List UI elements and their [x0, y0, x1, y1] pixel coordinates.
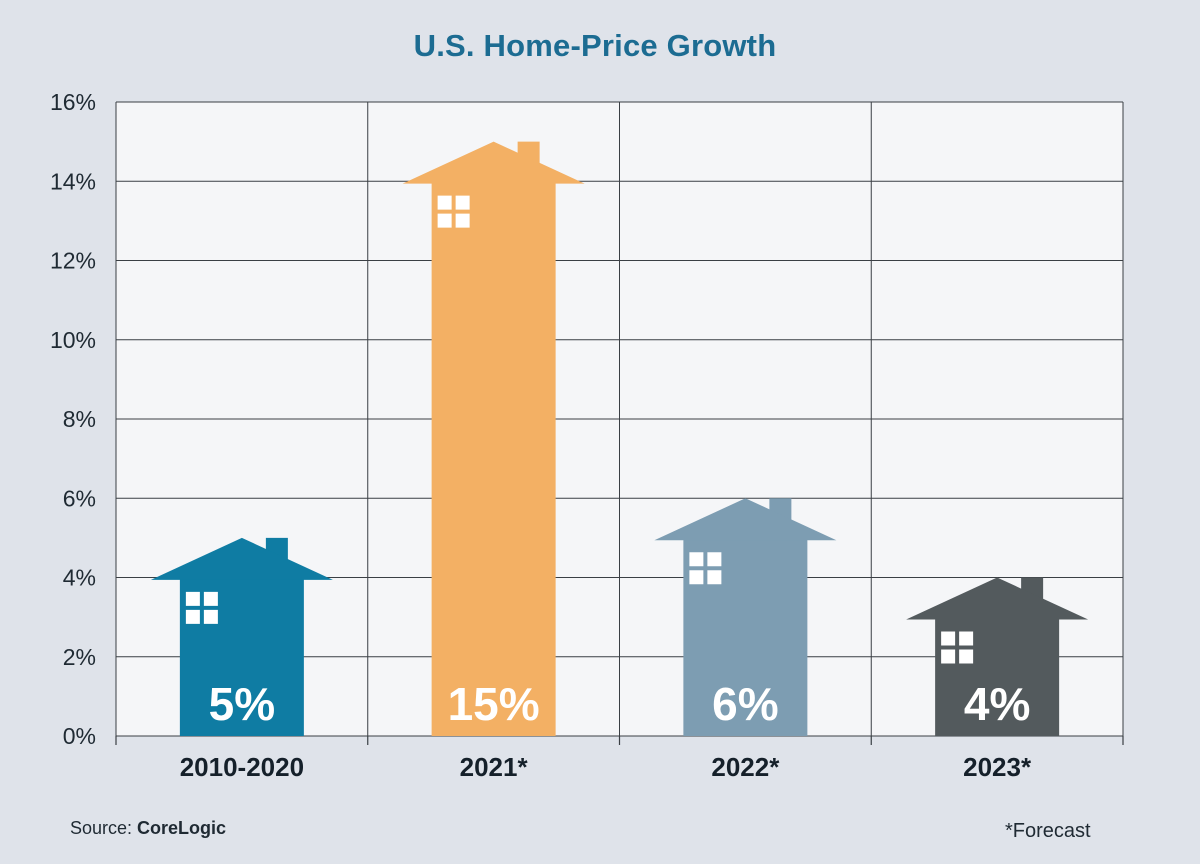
bar-house-2: 15% [402, 141, 585, 736]
y-tick-label: 6% [63, 485, 96, 511]
bars: 5% 15% 6% 4% [150, 141, 1089, 736]
bar-body [935, 618, 1060, 736]
bar-house-4: 4% [906, 577, 1089, 736]
source-name: CoreLogic [137, 818, 227, 838]
y-tick-label: 8% [63, 406, 96, 432]
y-tick-label: 16% [50, 89, 96, 115]
bar-value-label: 6% [712, 678, 778, 730]
source-prefix: Source: [70, 818, 138, 838]
y-tick-label: 4% [63, 565, 96, 591]
y-tick-label: 10% [50, 327, 96, 353]
window-icon [941, 631, 974, 664]
window-icon [689, 552, 722, 585]
window-icon [437, 195, 470, 228]
bar-body [179, 578, 304, 736]
bar-roof [906, 577, 1089, 620]
forecast-footnote: *Forecast [1005, 820, 1091, 842]
window-icon [185, 591, 218, 624]
bar-body [683, 539, 808, 736]
x-category-label: 2022* [711, 752, 780, 782]
source-note: Source: CoreLogic [70, 818, 226, 839]
y-tick-label: 14% [50, 168, 96, 194]
bar-roof [150, 537, 333, 580]
bar-body [431, 182, 556, 736]
bar-value-label: 4% [964, 678, 1030, 730]
y-tick-label: 0% [63, 723, 96, 749]
x-category-label: 2021* [460, 752, 529, 782]
axes: 0% 2% 4% 6% 8% 10% 12% 14% 16% 2010-2020 2021* 2022… [50, 89, 1124, 782]
bar-house-3: 6% [654, 498, 837, 736]
bar-value-label: 5% [209, 678, 275, 730]
chart-title: U.S. Home-Price Growth [413, 28, 777, 63]
x-category-label: 2010-2020 [180, 752, 304, 782]
bar-house-1: 5% [150, 537, 333, 736]
x-category-label: 2023* [963, 752, 1032, 782]
bar-value-label: 15% [448, 678, 540, 730]
y-tick-label: 12% [50, 248, 96, 274]
bar-roof [402, 141, 585, 184]
y-tick-label: 2% [63, 644, 96, 670]
bar-roof [654, 498, 837, 541]
